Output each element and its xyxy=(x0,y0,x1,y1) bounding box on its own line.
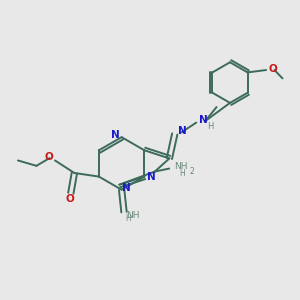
Text: O: O xyxy=(45,152,53,162)
Text: H: H xyxy=(207,122,214,131)
Text: H: H xyxy=(179,169,185,178)
Text: N: N xyxy=(122,183,131,193)
Text: H: H xyxy=(125,214,131,223)
Text: O: O xyxy=(66,194,75,204)
Text: O: O xyxy=(268,64,277,74)
Text: NH: NH xyxy=(174,162,188,171)
Text: N: N xyxy=(199,115,208,125)
Text: NH: NH xyxy=(126,211,139,220)
Text: N: N xyxy=(178,126,187,136)
Text: 2: 2 xyxy=(189,167,194,176)
Text: N: N xyxy=(111,130,119,140)
Text: N: N xyxy=(147,172,155,182)
